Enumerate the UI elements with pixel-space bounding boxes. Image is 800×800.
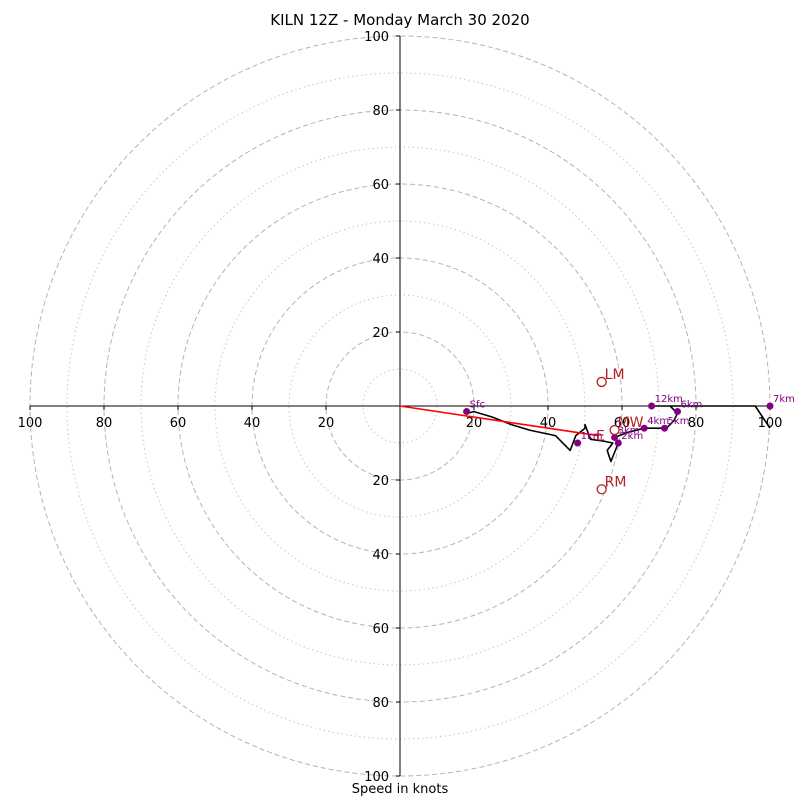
height-label-3km: 3km bbox=[618, 425, 640, 436]
height-label-4km: 4km bbox=[647, 416, 669, 427]
tick-label-down-20: 20 bbox=[372, 474, 389, 489]
storm-motion-marker-lm bbox=[596, 376, 607, 388]
height-label-5km: 5km bbox=[668, 416, 690, 427]
tick-label-right-20: 20 bbox=[466, 416, 483, 431]
storm-motion-label-mw: MW bbox=[618, 415, 644, 431]
hodograph-trace-group bbox=[466, 405, 771, 463]
storm-motion-marker-rm bbox=[596, 484, 607, 495]
tick-label-down-80: 80 bbox=[372, 696, 389, 711]
height-marker-1km bbox=[574, 439, 582, 447]
height-label-2km: 2km bbox=[621, 431, 643, 442]
height-marker-4km bbox=[640, 424, 648, 432]
tick-label-down-60: 60 bbox=[372, 622, 389, 637]
tick-label-right-80: 80 bbox=[688, 416, 705, 431]
tick-label-left-80: 80 bbox=[96, 416, 113, 431]
tick-label-right-100: 100 bbox=[758, 416, 783, 431]
height-marker-3km bbox=[611, 433, 619, 441]
tick-label-up-100: 100 bbox=[364, 30, 389, 45]
tick-label-up-60: 60 bbox=[372, 178, 389, 193]
x-axis-label: Speed in knots bbox=[351, 782, 449, 797]
tick-label-down-100: 100 bbox=[364, 770, 389, 785]
storm-motion-label-rm: RM bbox=[605, 474, 627, 490]
chart-title: KILN 12Z - Monday March 30 2020 bbox=[270, 11, 530, 29]
height-label-12km: 12km bbox=[655, 394, 683, 405]
storm-motion-marker-mw bbox=[609, 424, 620, 436]
hodograph-trace bbox=[466, 405, 771, 463]
shear-vector-group: E bbox=[399, 405, 605, 445]
height-marker-6km bbox=[674, 408, 681, 416]
height-marker-2km bbox=[614, 439, 622, 447]
height-marker-5km bbox=[661, 424, 669, 432]
tick-label-down-40: 40 bbox=[372, 548, 389, 563]
tick-label-up-40: 40 bbox=[372, 252, 389, 267]
storm-motion-markers: LM MW RM bbox=[596, 367, 644, 495]
height-label-6km: 6km bbox=[681, 400, 703, 411]
storm-motion-label-lm: LM bbox=[605, 367, 625, 383]
tick-label-left-100: 100 bbox=[18, 416, 43, 431]
height-marker-sfc bbox=[463, 408, 471, 416]
shear-vector-line bbox=[399, 405, 599, 437]
height-marker-7km bbox=[766, 402, 774, 410]
shear-vector-label: E bbox=[596, 429, 605, 445]
tick-label-up-20: 20 bbox=[372, 326, 389, 341]
tick-label-left-60: 60 bbox=[170, 416, 187, 431]
height-label-1km: 1km bbox=[581, 431, 603, 442]
tick-label-left-40: 40 bbox=[244, 416, 261, 431]
height-label-7km: 7km bbox=[773, 394, 795, 405]
tick-label-left-20: 20 bbox=[318, 416, 335, 431]
height-marker-12km bbox=[648, 402, 656, 410]
height-label-sfc: Sfc bbox=[470, 400, 485, 411]
tick-label-up-80: 80 bbox=[372, 104, 389, 119]
